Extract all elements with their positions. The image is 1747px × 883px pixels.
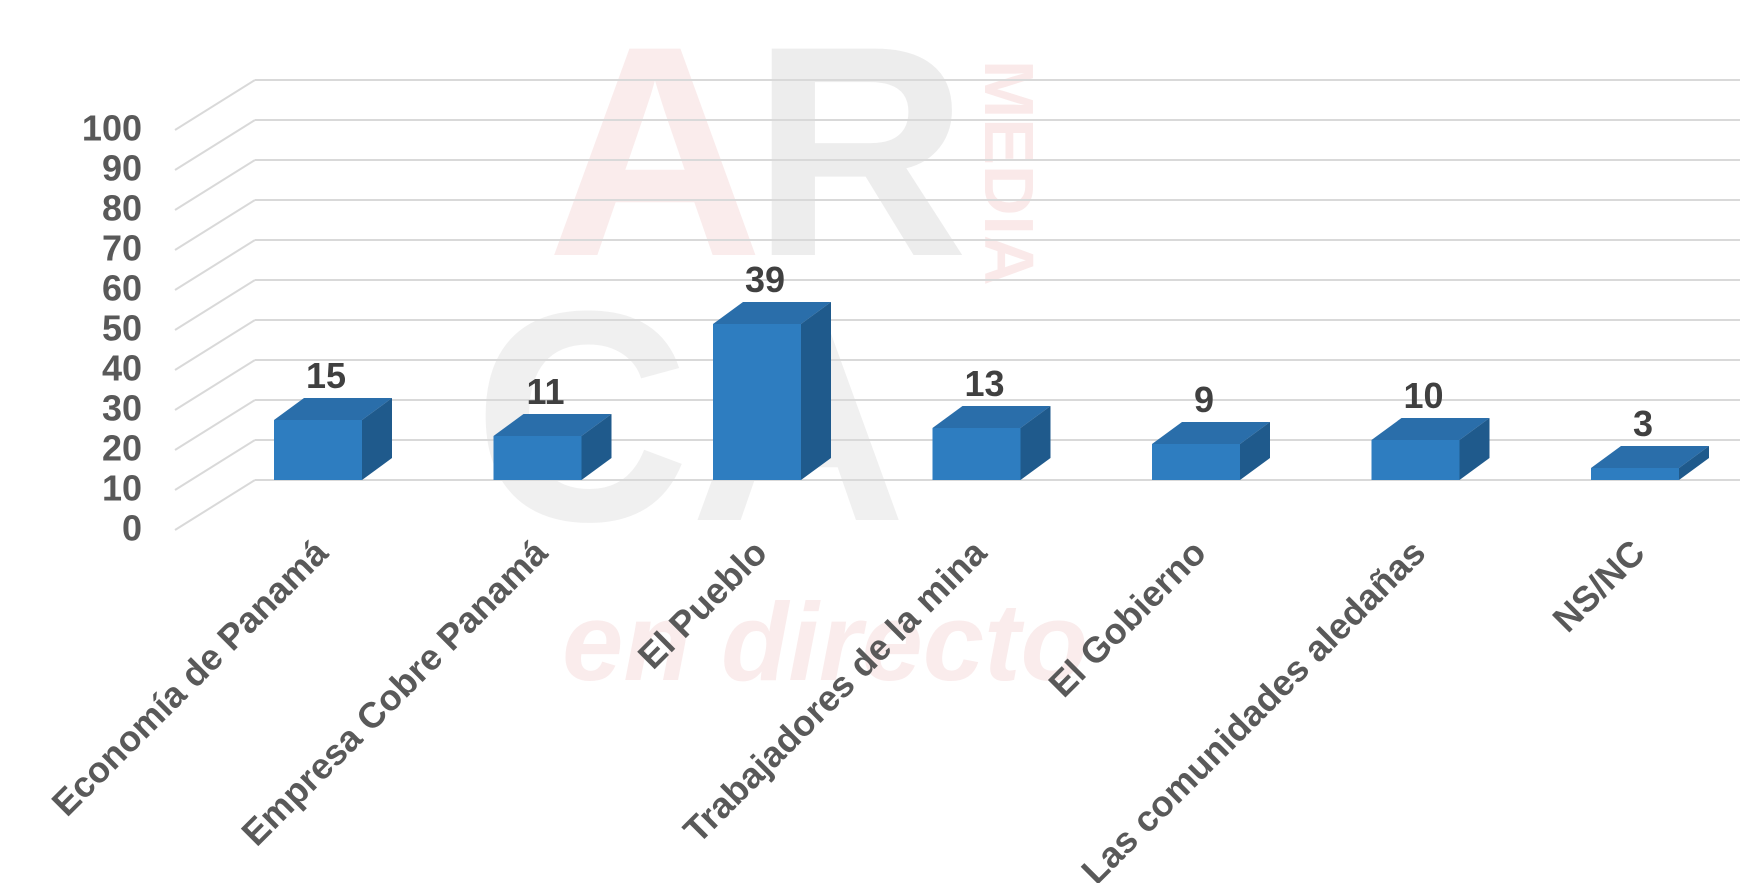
gridline-depth	[175, 120, 255, 170]
bar-front	[713, 324, 801, 480]
gridline-depth	[175, 440, 255, 490]
y-tick-label: 10	[102, 468, 142, 509]
gridline-depth	[175, 480, 255, 530]
data-label: 13	[964, 363, 1004, 404]
bar	[494, 414, 612, 480]
watermark-vertical-word: MEDIA	[970, 60, 1048, 286]
category-label: NS/NC	[1544, 532, 1652, 640]
y-tick-label: 40	[102, 348, 142, 389]
bar	[1372, 418, 1490, 480]
bar	[1591, 446, 1709, 480]
gridline-depth	[175, 160, 255, 210]
bar-front	[494, 436, 582, 480]
data-label: 15	[306, 355, 346, 396]
data-label: 39	[745, 259, 785, 300]
y-tick-label: 20	[102, 428, 142, 469]
y-tick-label: 50	[102, 308, 142, 349]
y-tick-label: 70	[102, 228, 142, 269]
category-label: Las comunidades aledañas	[1073, 532, 1433, 883]
y-tick-label: 0	[122, 508, 142, 549]
bar-front	[933, 428, 1021, 480]
bar-front	[1372, 440, 1460, 480]
y-tick-label: 60	[102, 268, 142, 309]
gridline-depth	[175, 200, 255, 250]
bar-side	[801, 302, 831, 480]
bar	[933, 406, 1051, 480]
gridline-depth	[175, 400, 255, 450]
gridline-depth	[175, 280, 255, 330]
y-tick-label: 100	[82, 108, 142, 149]
data-label: 9	[1194, 379, 1214, 420]
data-label: 11	[526, 371, 564, 412]
bar-front	[1152, 444, 1240, 480]
gridline-depth	[175, 240, 255, 290]
y-tick-label: 90	[102, 148, 142, 189]
bar	[274, 398, 392, 480]
bar	[713, 302, 831, 480]
y-tick-label: 30	[102, 388, 142, 429]
bar	[1152, 422, 1270, 480]
data-label: 3	[1633, 403, 1653, 444]
data-label: 10	[1403, 375, 1443, 416]
y-tick-label: 80	[102, 188, 142, 229]
gridline-depth	[175, 360, 255, 410]
bar-front	[1591, 468, 1679, 480]
bar-front	[274, 420, 362, 480]
gridline-depth	[175, 80, 255, 130]
gridline-depth	[175, 320, 255, 370]
